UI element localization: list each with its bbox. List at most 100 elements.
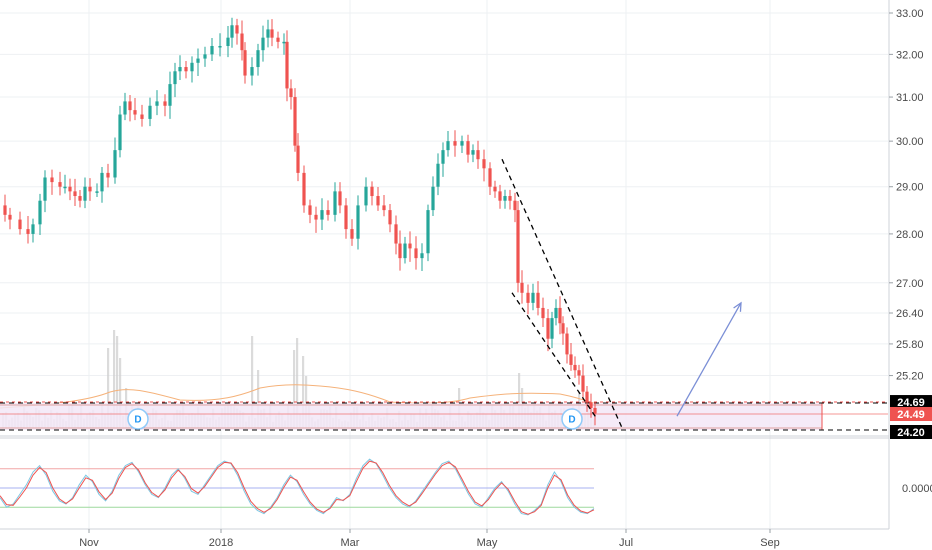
candle-body — [68, 186, 72, 192]
candle-body — [256, 50, 260, 68]
candle-body — [31, 224, 35, 234]
candle-body — [581, 375, 585, 392]
candle-body — [218, 45, 222, 48]
volume-bar — [107, 348, 110, 428]
price-tick-label: 27.00 — [896, 278, 924, 290]
price-label-text: 24.69 — [897, 397, 925, 409]
candle-body — [513, 200, 517, 211]
dividend-marker[interactable]: D — [127, 408, 149, 430]
price-label-badge: 24.69 — [890, 395, 932, 410]
candle-body — [133, 110, 137, 115]
candle-body — [100, 172, 104, 192]
candle-body — [243, 50, 247, 76]
oscillator-pane: 0.0000 — [0, 437, 932, 516]
candle-body — [18, 219, 22, 230]
candle-body — [577, 370, 581, 376]
price-tick-label: 33.00 — [896, 8, 924, 20]
candle-body — [388, 210, 392, 225]
volume-bar — [116, 336, 119, 428]
candle-body — [561, 323, 565, 334]
candle-body — [382, 205, 386, 211]
time-tick-label: Nov — [79, 537, 99, 549]
candle-body — [83, 186, 87, 201]
price-label-text: 24.20 — [897, 427, 925, 439]
candle-body — [282, 41, 286, 44]
candle-body — [203, 54, 207, 59]
candle-body — [38, 200, 42, 225]
candle-body — [140, 114, 144, 119]
candle-body — [123, 101, 127, 115]
candle-body — [230, 25, 234, 38]
volume-bar — [257, 370, 260, 428]
candle-body — [285, 41, 289, 89]
candle-body — [536, 292, 540, 308]
dividend-marker[interactable]: D — [561, 408, 583, 430]
candle-body — [8, 214, 12, 220]
price-tick-label: 29.00 — [896, 182, 924, 194]
candle-body — [471, 150, 475, 155]
dividend-marker-label: D — [134, 415, 141, 426]
price-tick-label: 28.00 — [896, 229, 924, 241]
candle-body — [58, 182, 62, 187]
candle-body — [398, 243, 402, 259]
candle-body — [314, 214, 318, 220]
candle-body — [289, 88, 293, 98]
oscillator-series-line — [0, 460, 595, 515]
time-tick-label: Mar — [341, 537, 360, 549]
candle-body — [190, 62, 194, 72]
dividend-marker-circle — [561, 408, 583, 430]
candle-body — [565, 333, 569, 355]
candle-body — [589, 402, 593, 408]
candle-body — [3, 205, 7, 215]
candle-body — [520, 282, 524, 293]
candle-body — [573, 364, 577, 371]
candle-body — [338, 191, 342, 206]
candle-body — [431, 186, 435, 211]
time-tick-label: Jul — [619, 537, 633, 549]
volume-bar — [302, 356, 305, 428]
candle-body — [276, 37, 280, 42]
candle-body — [88, 186, 92, 192]
candle-body — [293, 97, 297, 146]
candle-body — [344, 205, 348, 230]
candle-body — [128, 101, 132, 111]
candle-body — [296, 145, 300, 173]
candle-body — [73, 191, 77, 197]
candle-body — [420, 253, 424, 259]
candle-body — [531, 292, 535, 303]
time-tick-label: 2018 — [209, 537, 233, 549]
time-tick-label: May — [477, 537, 498, 549]
candle-body — [106, 172, 110, 178]
candle-body — [460, 141, 464, 146]
candle-body — [426, 210, 430, 254]
candle-body — [250, 67, 254, 76]
dividend-marker-label: D — [568, 415, 575, 426]
candle-body — [453, 141, 457, 146]
oscillator-tick-label: 0.0000 — [902, 483, 932, 495]
candle-body — [308, 205, 312, 215]
candle-body — [148, 105, 152, 119]
price-label-text: 24.49 — [897, 409, 925, 421]
volume-bar — [518, 373, 521, 428]
projection-arrow-line — [676, 302, 742, 417]
price-tick-label: 32.00 — [896, 49, 924, 61]
price-tick-label: 30.00 — [896, 136, 924, 148]
candle-body — [394, 224, 398, 244]
candle-body — [503, 196, 507, 201]
candle-body — [168, 84, 172, 106]
price-tick-label: 26.40 — [896, 308, 924, 320]
candle-body — [376, 196, 380, 206]
candle-body — [270, 29, 274, 38]
volume-bar — [296, 338, 299, 428]
candle-body — [546, 318, 550, 339]
price-label-badge: 24.49 — [890, 406, 932, 421]
candle-body — [113, 150, 117, 178]
candle-body — [516, 210, 520, 283]
candle-body — [541, 307, 545, 319]
candle-body — [569, 354, 573, 365]
grid — [0, 0, 888, 529]
candle-body — [441, 150, 445, 164]
candle-body — [266, 29, 270, 38]
candle-body — [261, 37, 265, 51]
